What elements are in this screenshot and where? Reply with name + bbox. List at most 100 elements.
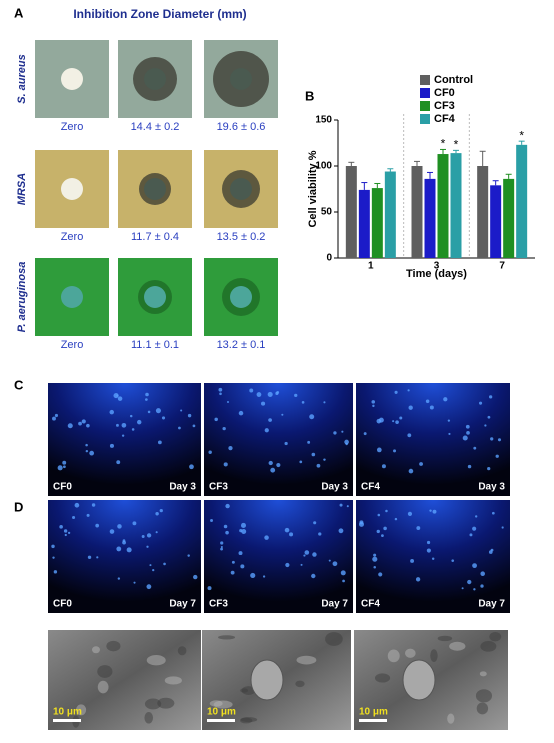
surface-feature (295, 680, 305, 688)
cell-nucleus (264, 428, 269, 433)
cell-nucleus (472, 526, 477, 531)
cell-nucleus (67, 423, 73, 429)
y-tick-label: 150 (315, 115, 332, 126)
cell-nucleus (346, 505, 349, 508)
cell-nucleus (161, 416, 166, 420)
surface-feature (164, 676, 182, 685)
cell-nucleus (51, 544, 55, 549)
cell-nucleus (313, 521, 317, 525)
cell-nucleus (116, 460, 121, 465)
scale-label: 10 μm (53, 707, 82, 718)
disc (61, 286, 83, 308)
cell-nucleus (276, 462, 281, 468)
cell-nucleus (490, 437, 494, 441)
cell-nucleus (189, 464, 194, 470)
disc (144, 178, 166, 200)
surface-feature (480, 640, 497, 652)
cell-nucleus (332, 561, 338, 567)
zone-result: 11.1 ± 0.1 (131, 339, 179, 351)
cell-nucleus (95, 523, 100, 528)
surface-feature (374, 673, 391, 683)
surface-feature (476, 702, 489, 715)
bar (384, 171, 396, 258)
cell-nucleus (426, 548, 431, 553)
cell-nucleus (109, 443, 114, 448)
legend-label: CF4 (434, 113, 456, 125)
cell-nucleus (497, 438, 502, 442)
surface-feature (325, 632, 343, 646)
surface-feature (177, 646, 187, 656)
cell-nucleus (378, 572, 383, 577)
cell-nucleus (469, 533, 473, 537)
cell-nucleus (223, 462, 228, 467)
cell-nucleus (149, 564, 152, 567)
cell-nucleus (415, 577, 421, 582)
cell-nucleus (81, 419, 86, 424)
cell-nucleus (163, 562, 166, 566)
cell-nucleus (492, 511, 495, 515)
fluorescence-image (204, 383, 353, 496)
surface-feature (449, 641, 466, 651)
cell-nucleus (121, 434, 125, 437)
cell-nucleus (152, 568, 155, 572)
cell-nucleus (117, 524, 122, 529)
surface-feature (76, 704, 87, 716)
disc (61, 68, 83, 90)
bar (516, 144, 528, 258)
y-tick-label: 0 (326, 253, 332, 264)
cell-nucleus (63, 529, 68, 533)
bar (490, 185, 502, 258)
cell-nucleus (240, 522, 246, 528)
cell-nucleus (311, 573, 316, 579)
cell-nucleus (383, 526, 387, 531)
cell-nucleus (57, 465, 63, 471)
cell-nucleus (86, 513, 90, 517)
cell-nucleus (86, 423, 90, 428)
cell-nucleus (473, 446, 477, 450)
cell-nucleus (132, 521, 137, 526)
bar (437, 154, 449, 258)
cell-nucleus (393, 449, 397, 453)
cell-nucleus (241, 529, 247, 534)
cell-nucleus (117, 396, 123, 401)
cell-nucleus (480, 571, 485, 576)
cell-nucleus (371, 400, 376, 404)
cell-nucleus (487, 466, 491, 471)
y-axis-label: Cell viability % (307, 150, 319, 227)
disc (230, 286, 252, 308)
cell-nucleus (408, 468, 414, 474)
cell-nucleus (67, 531, 71, 535)
cell-nucleus (144, 398, 148, 401)
cell-nucleus (223, 524, 228, 529)
surface-feature (430, 649, 438, 663)
cell-nucleus (467, 464, 472, 469)
cell-nucleus (408, 405, 413, 410)
zone-result: 13.5 ± 0.2 (217, 231, 266, 243)
cell-nucleus (381, 464, 386, 469)
cell-nucleus (193, 574, 198, 580)
cell-nucleus (222, 426, 226, 431)
surface-feature (92, 646, 100, 654)
cell-nucleus (443, 397, 448, 402)
cell-nucleus (316, 463, 321, 468)
cell-nucleus (328, 559, 331, 562)
cell-nucleus (74, 502, 80, 508)
cell-nucleus (495, 454, 499, 458)
cell-nucleus (429, 405, 434, 410)
cell-nucleus (480, 584, 484, 588)
cell-nucleus (284, 441, 288, 446)
cell-nucleus (407, 511, 413, 517)
disc (230, 178, 252, 200)
cell-nucleus (323, 458, 326, 461)
cell-nucleus (474, 515, 478, 518)
surface-feature (157, 697, 175, 709)
cell-nucleus (131, 428, 135, 431)
cell-nucleus (63, 465, 66, 469)
fluorescence-image (48, 500, 201, 613)
cell-nucleus (318, 532, 322, 536)
bar (371, 188, 383, 258)
legend-swatch (420, 101, 430, 111)
surface-feature (144, 698, 162, 710)
cell-nucleus (230, 570, 235, 575)
cell-nucleus (109, 529, 115, 534)
